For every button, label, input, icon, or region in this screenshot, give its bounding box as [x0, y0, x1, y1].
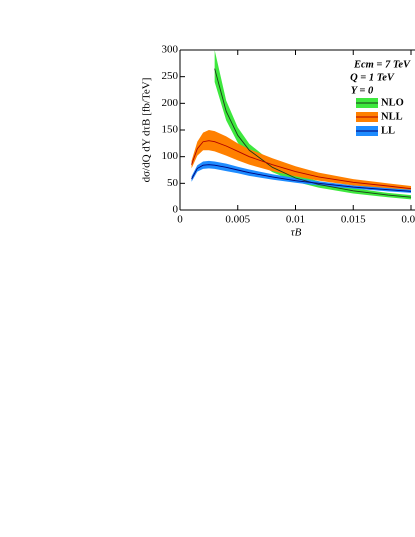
legend-label: NLL	[381, 111, 403, 122]
legend-label: NLO	[381, 97, 404, 108]
y-tick-label: 100	[162, 150, 179, 162]
x-tick-label: 0.005	[225, 214, 250, 226]
y-tick-label: 300	[162, 44, 179, 56]
band	[191, 130, 411, 191]
line	[191, 164, 412, 192]
x-axis-label: τB	[291, 227, 302, 239]
y-tick-label: 0	[173, 204, 179, 216]
line	[191, 140, 412, 190]
x-tick-label: 0.015	[341, 214, 366, 226]
annotation: Ecm = 7 TeV	[353, 59, 411, 70]
y-tick-label: 50	[167, 177, 179, 189]
x-tick-label: 0.02	[401, 214, 415, 226]
legend-label: LL	[381, 125, 395, 136]
x-tick-label: 0.01	[286, 214, 305, 226]
plot	[191, 50, 412, 200]
annotation: Q = 1 TeV	[350, 72, 395, 83]
y-tick-label: 200	[162, 97, 179, 109]
annotation: Y = 0	[351, 85, 374, 96]
x-tick-label: 0	[177, 214, 183, 226]
line	[214, 68, 412, 198]
y-tick-label: 250	[162, 70, 179, 82]
band	[191, 160, 411, 193]
y-axis-label: dσ/dQ dY dτB [fb/TeV]	[141, 78, 153, 183]
y-tick-label: 150	[162, 124, 179, 136]
